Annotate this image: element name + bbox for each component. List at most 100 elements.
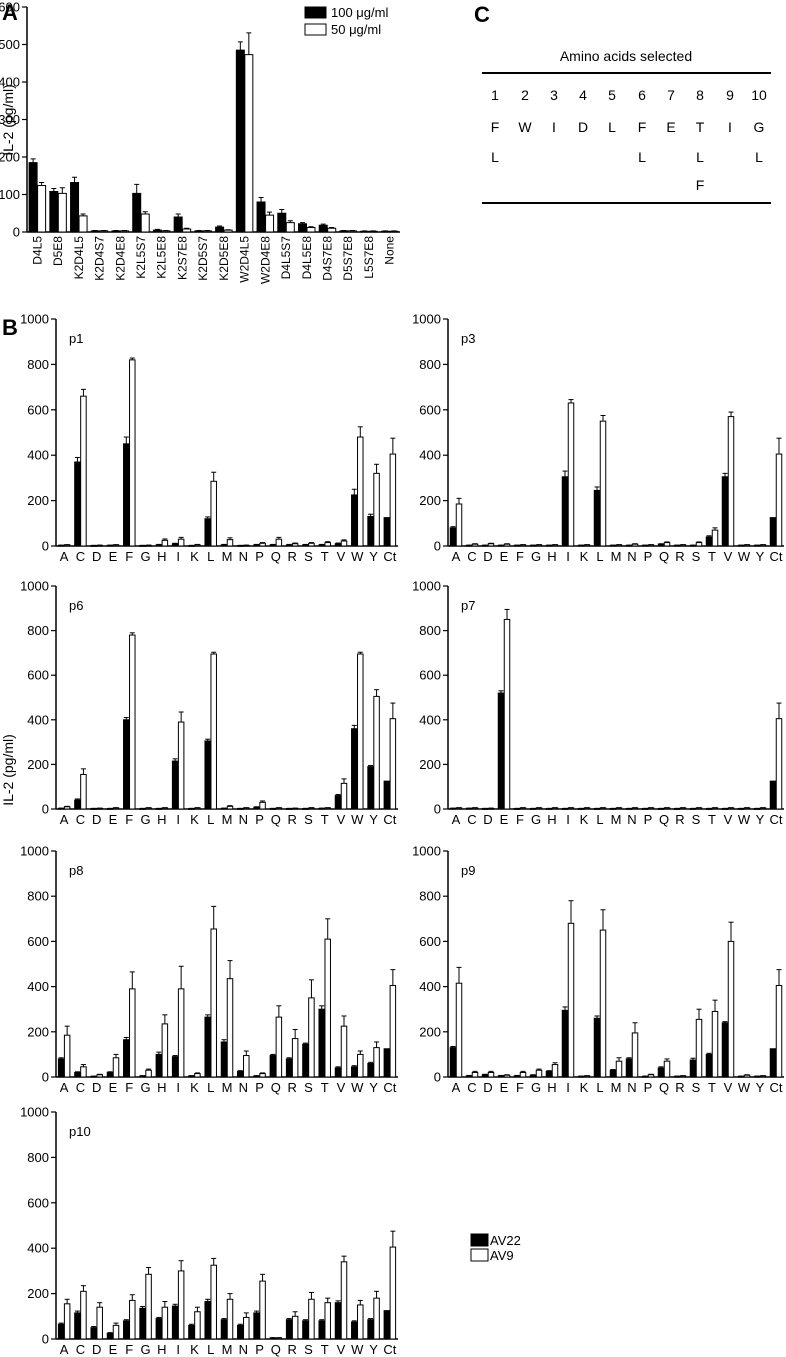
p10-x-tick-label: P [255,1342,264,1357]
p1-x-tick-label: I [176,549,180,564]
p7-y-tick-label: 1000 [412,579,441,594]
p7-x-tick-label: S [692,812,701,827]
p8-x-tick-label: N [239,1080,248,1095]
table-cell: D [578,119,588,135]
p10-x-tick-label: M [222,1342,233,1357]
p9-x-tick-label: R [675,1080,684,1095]
p10-bar-K-s2 [194,1311,201,1340]
p8-bar-H-s1 [155,1053,163,1078]
p6-x-tick-label: Q [271,812,281,827]
A-bar-K2D4S7-s1 [90,230,100,233]
p1-bar-M-s2 [226,539,234,547]
A-x-tick-label: K2S7E8 [175,236,189,280]
legend-a-label: 50 μg/ml [331,22,381,37]
A-y-tick-label: 500 [0,37,20,52]
p10-bar-T-s2 [324,1302,331,1340]
A-x-tick-label: K2L5E8 [155,236,169,279]
p6-x-tick-label: N [239,812,248,827]
chart-p7: 0 200 400 600 800 1000 A C D E F G H I K L M N P Q R S T V W Y Ct p… [412,579,784,827]
p10-x-tick-label: D [92,1342,101,1357]
p9-bar-Q-s2 [663,1060,671,1078]
p9-x-tick-label: Ct [770,1080,783,1095]
A-bar-W2D4L5-s1 [235,49,245,233]
p1-x-tick-label: L [207,549,214,564]
A-bar-K2D4S7-s2 [99,230,109,233]
p3-bar-V-s1 [721,476,729,547]
p3-x-tick-label: V [724,549,733,564]
p10-x-tick-label: N [239,1342,248,1357]
p10-bar-R-s1 [285,1319,293,1340]
table-position-header: 4 [579,87,587,103]
p9-bar-A-s1 [449,1047,457,1078]
p9-bar-L-s1 [593,1017,601,1078]
p7-x-tick-label: A [452,812,461,827]
p9-bar-Ct-s2 [775,984,783,1078]
A-bar-D5S7E8-s2 [347,230,357,233]
p9-x-tick-label: A [452,1080,461,1095]
A-bar-D4L5-s2 [37,185,47,233]
p10-x-tick-label: F [125,1342,133,1357]
chart-p10: 0 200 400 600 800 1000 A C D E F G H I K L M N P Q R S T V W Y Ct p… [20,1105,398,1357]
p3-y-tick-label: 400 [419,448,441,463]
p8-bar-M-s1 [220,1041,228,1078]
p6-y-tick-label: 600 [27,668,49,683]
legend-a: 100 μg/ml 50 μg/ml [304,5,388,37]
p9-x-tick-label: D [483,1080,492,1095]
p10-bar-M-s2 [226,1298,234,1340]
p1-bar-L-s1 [204,518,211,547]
p3-x-tick-label: F [516,549,524,564]
p3-bar-L-s1 [593,489,601,547]
p9-bar-N-s2 [631,1032,639,1078]
table-cell: E [666,119,675,135]
p9-bar-N-s1 [625,1058,633,1078]
legend-b-swatch [470,1248,489,1262]
p6-y-tick-label: 1000 [20,579,49,594]
p3-x-tick-label: W [738,549,751,564]
p8-bar-Ct-s2 [389,984,397,1078]
p9-bar-W-s2 [743,1074,751,1078]
p6-y-tick-label: 200 [27,757,49,772]
p8-x-tick-label: E [109,1080,118,1095]
p10-bar-V-s2 [340,1261,348,1340]
table-cell: T [696,119,705,135]
p8-bar-F-s1 [123,1039,130,1078]
p1-bar-Ct-s1 [383,517,391,547]
p6-x-tick-label: M [222,812,233,827]
A-bar-K2D4L5-s2 [78,215,88,233]
p10-bar-G-s2 [145,1273,152,1340]
p8-bar-S-s2 [308,997,315,1078]
p7-x-tick-label: Q [659,812,669,827]
p9-bar-L-s2 [599,929,607,1078]
p8-x-tick-label: V [337,1080,346,1095]
p9-bar-D-s2 [487,1071,495,1078]
p8-bar-D-s2 [96,1074,103,1078]
p10-y-tick-label: 0 [42,1332,49,1347]
p6-y-tick-label: 800 [27,623,49,638]
p8-bar-R-s1 [285,1058,293,1078]
p6-bar-M-s2 [226,805,234,810]
p1-x-tick-label: E [109,549,118,564]
A-y-tick-label: 0 [13,225,20,240]
p8-x-tick-label: A [60,1080,69,1095]
A-x-tick-label: K2L5S7 [134,236,148,279]
p10-bar-H-s1 [155,1318,163,1340]
p9-title: p9 [461,863,475,878]
p8-bar-A-s2 [63,1034,71,1078]
p8-x-tick-label: F [125,1080,133,1095]
p8-y-tick-label: 600 [27,934,49,949]
A-x-tick-label: K2D5S7 [196,236,210,281]
p10-x-tick-label: L [207,1342,214,1357]
p10-x-tick-label: A [60,1342,69,1357]
p3-y-tick-label: 200 [419,493,441,508]
p1-x-tick-label: M [222,549,233,564]
p1-bar-P-s2 [259,542,266,547]
p9-x-tick-label: H [547,1080,556,1095]
p10-bar-F-s2 [129,1299,136,1340]
p6-x-tick-label: L [207,812,214,827]
p10-bar-V-s1 [334,1302,342,1340]
p10-bar-Y-s2 [373,1297,380,1340]
p3-x-tick-label: T [708,549,716,564]
p9-bar-I-s1 [561,1009,569,1078]
p6-x-tick-label: P [255,812,264,827]
p9-y-tick-label: 400 [419,979,441,994]
